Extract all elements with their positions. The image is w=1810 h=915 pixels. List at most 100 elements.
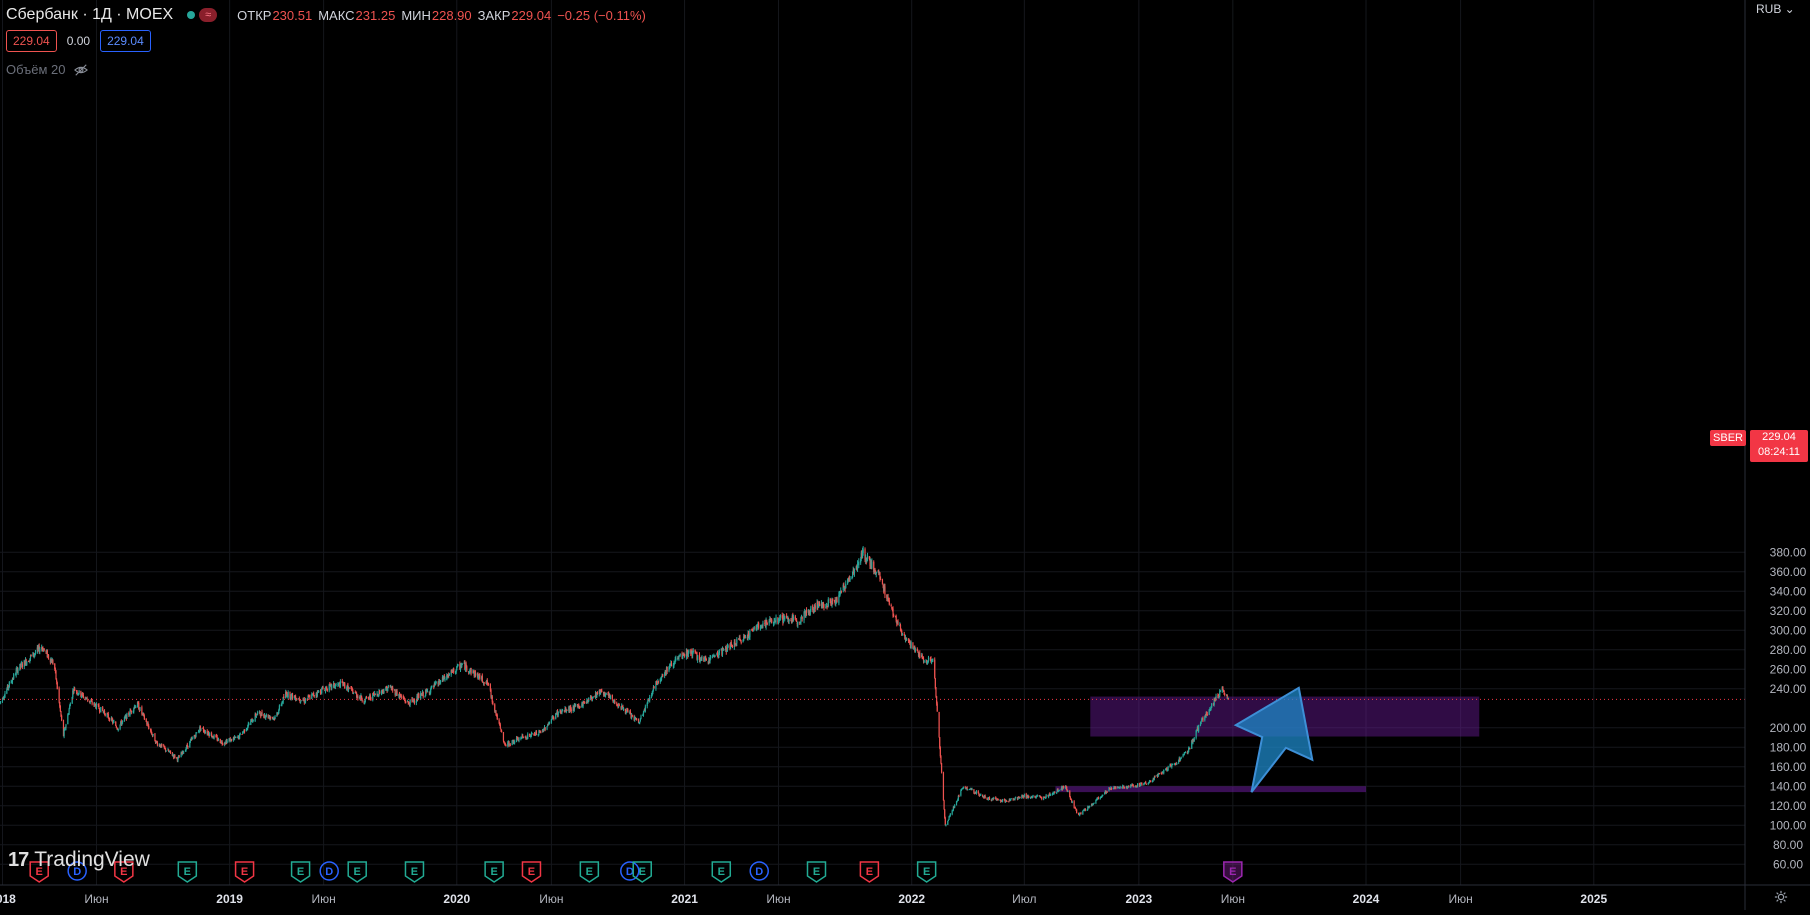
candle-body <box>555 713 557 719</box>
candle-body <box>1123 786 1125 788</box>
candle-body <box>1041 797 1043 799</box>
dividend-event-icon[interactable] <box>620 861 640 881</box>
sell-price-button[interactable]: 229.04 <box>6 30 57 52</box>
candle-body <box>711 656 714 658</box>
candle-body <box>312 693 314 695</box>
candle-body <box>936 703 938 712</box>
earnings-event-icon[interactable] <box>484 861 504 883</box>
candle-body <box>910 642 912 649</box>
earnings-event-icon[interactable] <box>521 861 542 883</box>
candle-body <box>927 657 930 661</box>
candle-body <box>556 711 558 715</box>
support-zone-rectangle[interactable] <box>1055 786 1367 793</box>
candle-body <box>513 742 515 744</box>
candle-body <box>300 700 302 702</box>
candle-body <box>683 653 685 655</box>
earnings-event-icon[interactable] <box>114 861 134 883</box>
dividend-event-icon[interactable] <box>319 861 339 881</box>
candle-body <box>16 667 19 673</box>
volume-indicator-legend[interactable]: Объём 20 <box>6 62 88 77</box>
candle-body <box>1126 787 1128 789</box>
candle-body <box>978 792 980 795</box>
candle-body <box>328 684 330 691</box>
dividend-event-icon[interactable] <box>67 861 87 881</box>
symbol-title[interactable]: Сбербанк · 1Д · MOEX <box>6 6 174 23</box>
candle-body <box>431 685 433 687</box>
candle-body <box>560 710 562 712</box>
earnings-event-icon[interactable] <box>632 861 652 883</box>
candle-body <box>826 605 828 607</box>
candle-body <box>2 697 4 700</box>
candle-body <box>3 697 5 699</box>
candle-body <box>712 655 714 657</box>
candle-body <box>1109 787 1111 789</box>
earnings-event-icon[interactable] <box>1223 861 1243 883</box>
candle-body <box>1073 801 1075 808</box>
candle-body <box>527 734 529 739</box>
candle-body <box>443 675 445 680</box>
candle-body <box>274 716 276 720</box>
currency-selector[interactable]: RUB ⌄ <box>1756 2 1795 16</box>
candle-body <box>1034 795 1036 797</box>
candle-body <box>239 733 241 735</box>
candle-body <box>823 604 825 608</box>
earnings-event-icon[interactable] <box>711 861 732 883</box>
candle-body <box>202 727 204 729</box>
candle-body <box>382 690 384 693</box>
candle-body <box>71 697 73 704</box>
earnings-event-icon[interactable] <box>404 861 425 883</box>
candle-body <box>857 564 859 566</box>
candle-body <box>832 598 834 602</box>
earnings-event-icon[interactable] <box>859 861 880 883</box>
candle-body <box>723 649 725 651</box>
earnings-event-icon[interactable] <box>290 861 311 883</box>
candle-body <box>169 750 172 753</box>
earnings-event-icon[interactable] <box>177 861 198 883</box>
earnings-event-icon[interactable] <box>916 861 937 883</box>
trend-arrow[interactable] <box>1233 686 1314 793</box>
earnings-event-icon[interactable] <box>29 861 49 883</box>
hidden-eye-icon[interactable] <box>73 63 88 77</box>
candle-body <box>1099 797 1101 800</box>
candle-body <box>847 579 849 584</box>
candle-body <box>98 705 100 709</box>
earnings-event-icon[interactable] <box>234 861 255 883</box>
market-status[interactable]: ≈ <box>187 8 218 22</box>
candle-body <box>764 622 767 626</box>
candle-body <box>1227 698 1229 700</box>
candle-body <box>751 629 753 631</box>
buy-price-button[interactable]: 229.04 <box>100 30 151 52</box>
dividend-event-icon[interactable] <box>749 861 769 881</box>
candle-body <box>254 713 256 721</box>
candle-body <box>278 705 281 710</box>
candle-body <box>642 714 644 716</box>
tradingview-logo[interactable]: 17 TradingView <box>8 848 150 872</box>
candle-body <box>970 788 972 790</box>
candle-body <box>1066 786 1068 791</box>
earnings-event-icon[interactable] <box>806 861 827 883</box>
candle-body <box>416 695 418 702</box>
candle-body <box>1138 783 1141 786</box>
candle-body <box>987 798 989 800</box>
candle-body <box>927 660 929 663</box>
candle-body <box>1048 795 1050 797</box>
candle-body <box>1074 807 1076 809</box>
candle-body <box>120 721 122 725</box>
candle-body <box>139 707 141 711</box>
candle-body <box>413 700 416 703</box>
candle-body <box>759 628 762 630</box>
candle-body <box>203 730 205 732</box>
candle-body <box>51 659 53 663</box>
earnings-event-icon[interactable] <box>579 861 600 883</box>
earnings-event-icon[interactable] <box>347 861 367 883</box>
candle-body <box>836 597 838 603</box>
candle-body <box>834 600 836 605</box>
earnings-event-letter: E <box>241 866 248 878</box>
candle-body <box>43 648 45 651</box>
candle-body <box>74 688 76 691</box>
candle-body <box>128 712 130 715</box>
candle-body <box>591 697 593 700</box>
settings-gear-icon[interactable] <box>1774 890 1788 904</box>
